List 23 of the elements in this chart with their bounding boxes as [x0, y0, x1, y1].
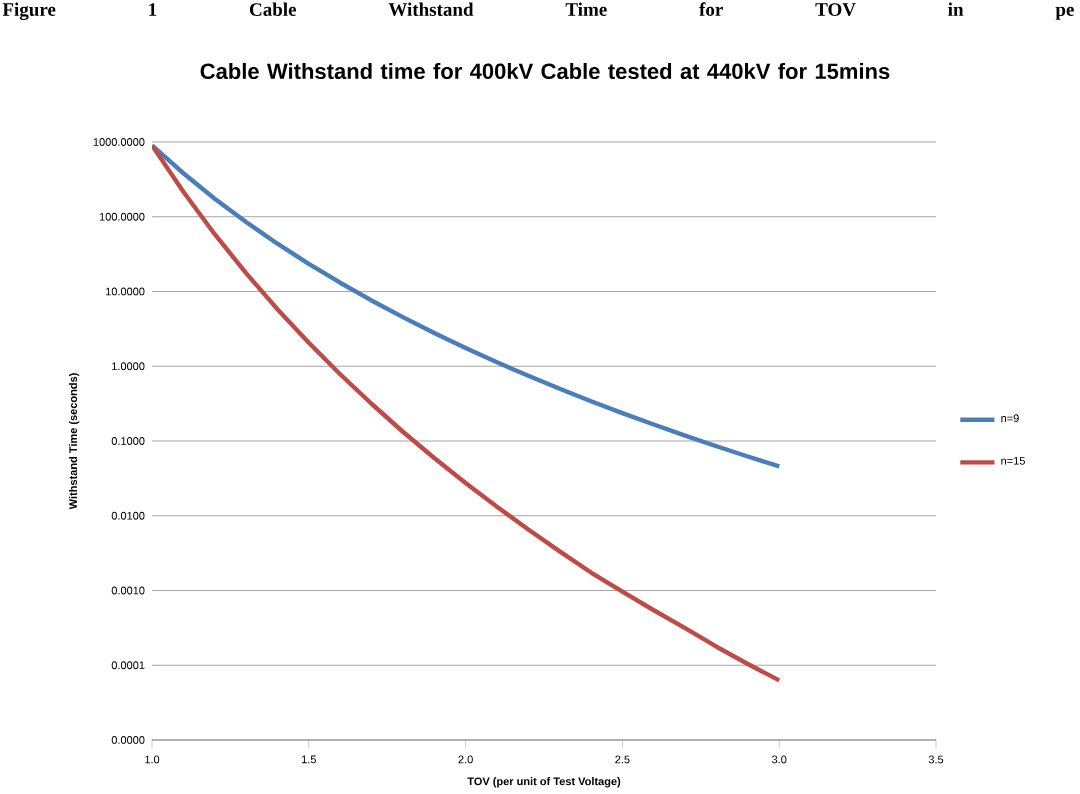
x-tick-label: 3.0: [771, 755, 787, 764]
text: Figure 1 Cable Withstand Time for TOV in pe: [2, 2, 1074, 20]
y-tick-label: 0.0001: [111, 661, 145, 670]
y-tick-label: 0.1000: [111, 437, 145, 445]
x-tick-label: 1.5: [302, 755, 316, 764]
y-tick-label: 1000.0000: [93, 138, 145, 146]
x-tick-label: 2.5: [615, 755, 630, 764]
legend-label: n=15: [1001, 457, 1025, 465]
y-tick-label: 0.0010: [111, 586, 145, 595]
x-axis-title: TOV (per unit of Test Voltage): [467, 777, 621, 788]
x-tick-label: 3.5: [928, 755, 944, 764]
y-tick-label: 10.0000: [106, 287, 145, 296]
y-tick-label: 100.0000: [99, 212, 145, 221]
y-tick-label: 1.0000: [112, 362, 145, 371]
line-series: [152, 143, 782, 469]
y-tick-label: 0.0000: [111, 736, 145, 744]
x-tick-label: 1.0: [145, 755, 160, 764]
y-tick-label: 0.0100: [111, 511, 145, 520]
legend-label: n=9: [1001, 414, 1019, 423]
chart-title: Cable Withstand time for 400kV Cable tested at 440kV for 15mins: [200, 62, 890, 80]
line-series: [152, 143, 782, 683]
x-tick-label: 2.0: [458, 755, 473, 764]
y-axis-title: Withstand Time (seconds): [68, 373, 80, 510]
